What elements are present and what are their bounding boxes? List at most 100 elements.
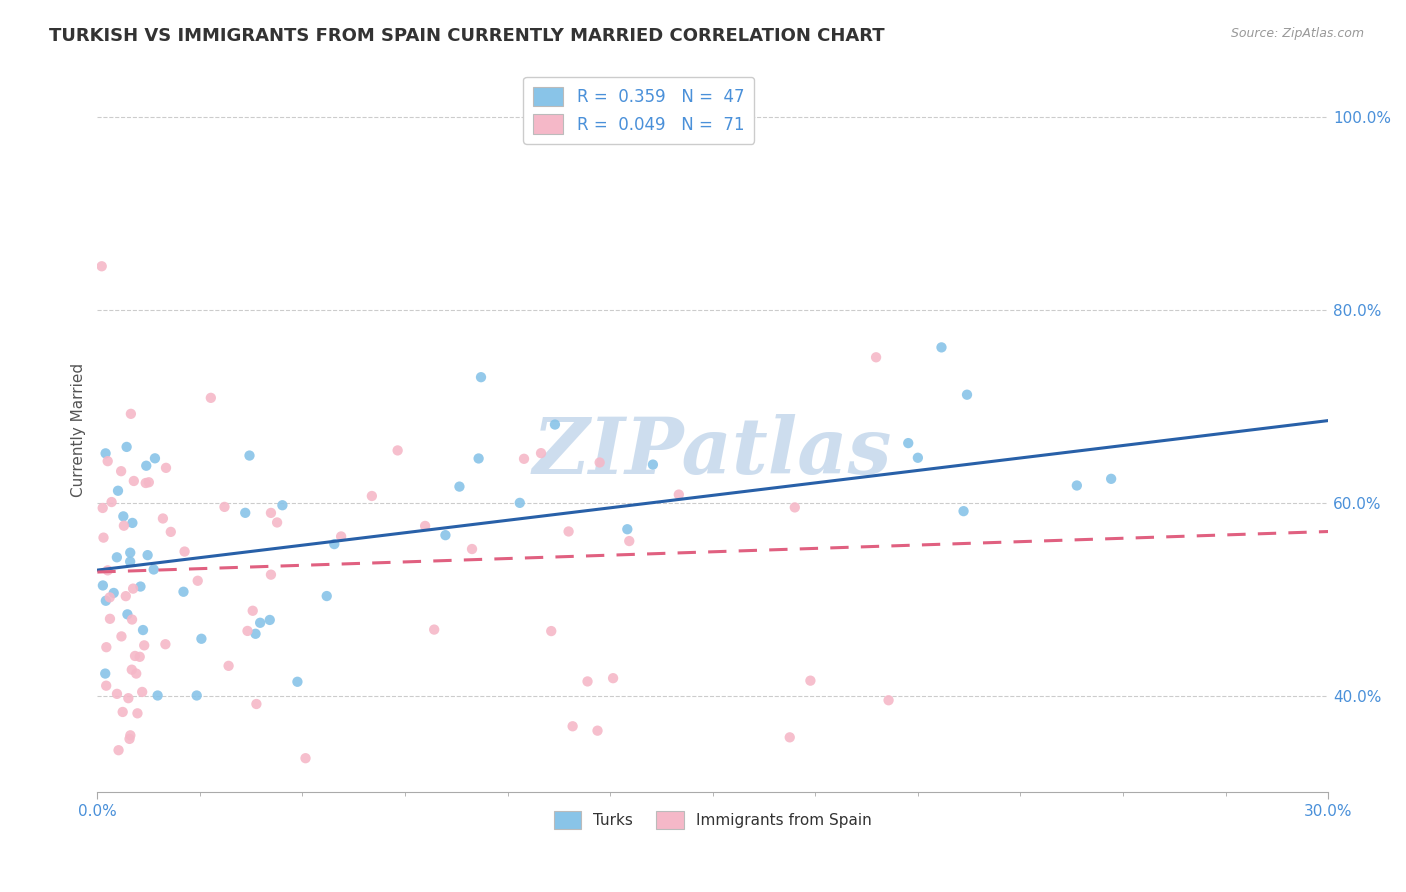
Point	[96, 640, 118, 655]
Point	[124, 648, 146, 663]
Point	[330, 529, 353, 543]
Point	[586, 723, 609, 738]
Point	[127, 706, 149, 721]
Point	[152, 511, 174, 525]
Point	[200, 391, 222, 405]
Point	[125, 666, 148, 681]
Point	[434, 528, 457, 542]
Point	[93, 531, 115, 545]
Point	[540, 624, 562, 638]
Point	[1066, 478, 1088, 492]
Point	[513, 451, 536, 466]
Point	[142, 562, 165, 576]
Point	[122, 474, 145, 488]
Point	[530, 446, 553, 460]
Point	[134, 639, 156, 653]
Point	[135, 458, 157, 473]
Point	[588, 455, 610, 469]
Point	[190, 632, 212, 646]
Point	[323, 537, 346, 551]
Point	[98, 591, 121, 605]
Point	[413, 519, 436, 533]
Point	[423, 623, 446, 637]
Point	[112, 509, 135, 524]
Point	[155, 460, 177, 475]
Point	[173, 544, 195, 558]
Point	[121, 613, 143, 627]
Point	[897, 436, 920, 450]
Point	[131, 685, 153, 699]
Point	[214, 500, 236, 514]
Text: ZIPatlas: ZIPatlas	[533, 414, 893, 491]
Point	[561, 719, 583, 733]
Point	[96, 679, 118, 693]
Point	[783, 500, 806, 515]
Point	[120, 546, 142, 560]
Point	[117, 691, 139, 706]
Point	[118, 731, 141, 746]
Point	[120, 407, 142, 421]
Point	[668, 487, 690, 501]
Point	[146, 689, 169, 703]
Point	[138, 475, 160, 490]
Point	[97, 454, 120, 468]
Point	[91, 578, 114, 592]
Point	[187, 574, 209, 588]
Point	[90, 259, 112, 273]
Point	[117, 607, 139, 622]
Point	[315, 589, 337, 603]
Point	[233, 506, 256, 520]
Y-axis label: Currently Married: Currently Married	[72, 363, 86, 498]
Point	[238, 449, 260, 463]
Point	[470, 370, 492, 384]
Point	[122, 582, 145, 596]
Point	[260, 567, 283, 582]
Point	[110, 464, 132, 478]
Point	[107, 483, 129, 498]
Text: TURKISH VS IMMIGRANTS FROM SPAIN CURRENTLY MARRIED CORRELATION CHART: TURKISH VS IMMIGRANTS FROM SPAIN CURRENT…	[49, 27, 884, 45]
Point	[907, 450, 929, 465]
Point	[245, 697, 267, 711]
Point	[266, 516, 288, 530]
Point	[1099, 472, 1122, 486]
Point	[159, 524, 181, 539]
Point	[100, 495, 122, 509]
Point	[865, 351, 887, 365]
Point	[105, 550, 128, 565]
Point	[242, 604, 264, 618]
Point	[120, 728, 142, 742]
Point	[98, 612, 121, 626]
Text: Source: ZipAtlas.com: Source: ZipAtlas.com	[1230, 27, 1364, 40]
Point	[115, 440, 138, 454]
Point	[136, 548, 159, 562]
Point	[576, 674, 599, 689]
Point	[387, 443, 409, 458]
Point	[360, 489, 382, 503]
Point	[97, 563, 120, 577]
Point	[120, 555, 142, 569]
Point	[110, 629, 132, 643]
Point	[259, 613, 281, 627]
Point	[616, 522, 638, 536]
Point	[249, 615, 271, 630]
Point	[931, 340, 953, 354]
Point	[94, 446, 117, 460]
Point	[186, 689, 208, 703]
Point	[602, 671, 624, 685]
Point	[544, 417, 567, 432]
Point	[260, 506, 283, 520]
Point	[952, 504, 974, 518]
Point	[94, 594, 117, 608]
Point	[461, 541, 484, 556]
Point	[877, 693, 900, 707]
Point	[509, 496, 531, 510]
Point	[121, 516, 143, 530]
Point	[128, 649, 150, 664]
Point	[218, 658, 240, 673]
Point	[132, 623, 155, 637]
Point	[172, 584, 194, 599]
Point	[641, 458, 664, 472]
Point	[467, 451, 489, 466]
Point	[107, 743, 129, 757]
Point	[103, 586, 125, 600]
